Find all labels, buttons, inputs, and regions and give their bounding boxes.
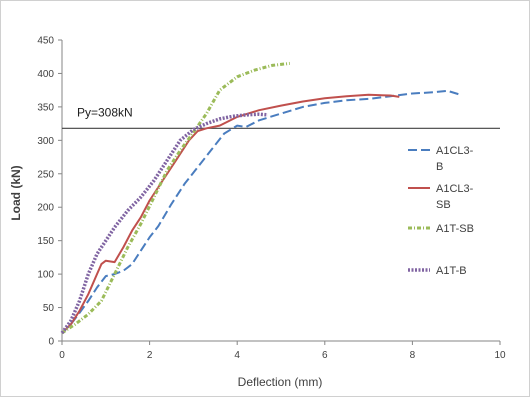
legend-label-2: SB: [436, 199, 451, 211]
legend-label-2: A1CL3-: [436, 183, 474, 195]
legend-label-4: A1T-B: [436, 265, 467, 277]
y-axis-title: Load (kN): [9, 165, 23, 220]
x-tick-label: 6: [322, 350, 328, 361]
series-line-3: [61, 61, 290, 335]
y-tick-label: 100: [37, 270, 54, 281]
x-tick-label: 8: [410, 350, 416, 361]
y-tick-label: 450: [37, 36, 54, 47]
reference-line-label: Py=308kN: [77, 105, 133, 119]
y-tick-label: 200: [37, 203, 54, 214]
x-tick-label: 4: [234, 350, 240, 361]
y-tick-label: 300: [37, 136, 54, 147]
y-tick-label: 400: [37, 69, 54, 80]
legend-label-1: A1CL3-: [436, 145, 474, 157]
legend-label-3: A1T-SB: [436, 223, 474, 235]
x-tick-label: 10: [494, 350, 506, 361]
y-tick-label: 350: [37, 102, 54, 113]
y-tick-label: 0: [48, 337, 54, 348]
x-tick-label: 2: [147, 350, 153, 361]
legend-label-1: B: [436, 161, 443, 173]
x-tick-label: 0: [59, 350, 65, 361]
series-line-4: [60, 112, 269, 335]
y-tick-label: 50: [43, 303, 55, 314]
y-tick-label: 150: [37, 236, 54, 247]
series-line-2: [61, 93, 400, 334]
x-axis-title: Deflection (mm): [238, 375, 323, 389]
y-tick-label: 250: [37, 169, 54, 180]
series-line-1: [61, 89, 461, 334]
